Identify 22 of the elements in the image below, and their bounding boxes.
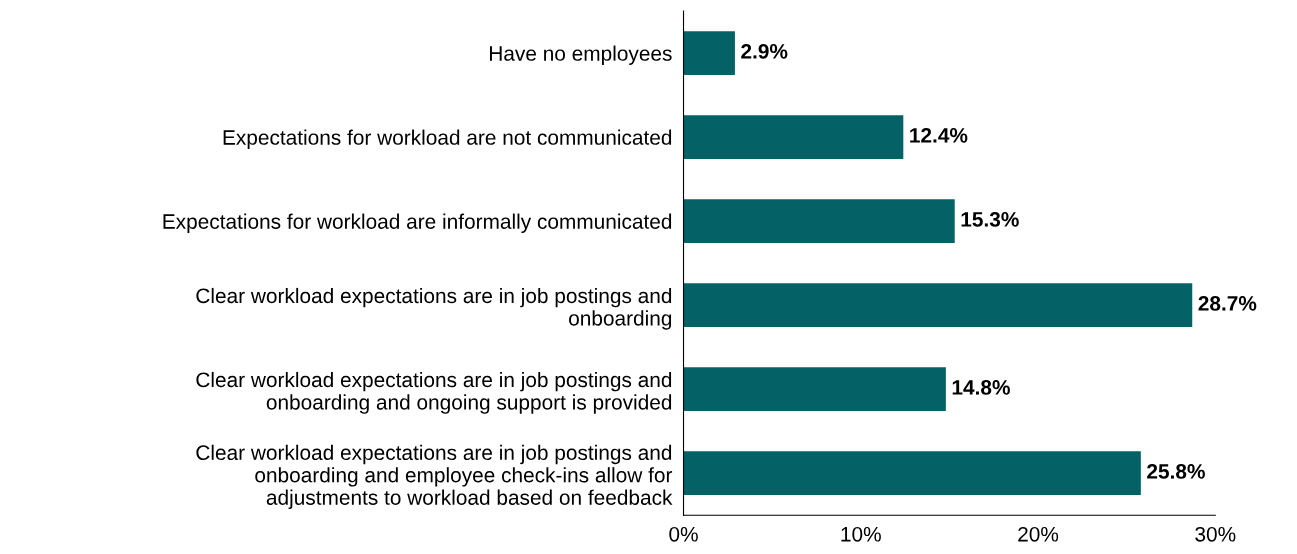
y-tick-label: Clear workload expectations are in job postings and onboarding and employee check-ins allow for adjustments to workload based on feedback [196,444,673,510]
y-tick-label: Expectations for workload are not communicated [223,129,672,149]
bar [683,283,1193,328]
data-label: 14.8% [952,380,1010,395]
data-label: 28.7% [1198,296,1257,311]
bar [683,115,904,159]
bar [683,367,946,412]
x-tick-label: 20% [1018,526,1059,542]
x-tick-label: 0% [669,526,698,542]
y-tick-label: Have no employees [490,45,672,65]
x-tick-label: 30% [1195,526,1236,542]
data-label: 12.4% [910,127,968,143]
bar [683,451,1141,496]
y-tick-label: Expectations for workload are informally communicated [163,213,672,234]
x-tick-label: 10% [841,526,881,542]
data-label: 25.8% [1147,464,1205,479]
data-label: 15.3% [961,211,1019,227]
bar [683,31,735,75]
data-label: 2.9% [741,43,788,59]
y-tick-label: Clear workload expectations are in job postings and onboarding and ongoing support is provided [196,371,672,414]
y-tick-label: Clear workload expectations are in job postings and onboarding [196,287,672,330]
bar [683,199,955,243]
